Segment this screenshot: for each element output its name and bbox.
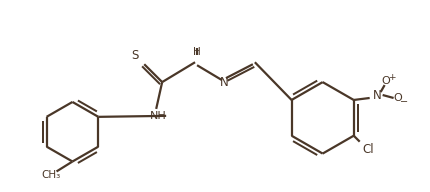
Text: −: − [399,97,408,107]
Text: N: N [373,89,382,102]
Text: O: O [393,93,402,103]
Text: Cl: Cl [363,143,375,156]
Text: +: + [388,73,395,82]
Text: S: S [132,49,139,62]
Text: N: N [220,76,228,89]
Text: NH: NH [150,111,166,121]
Text: H: H [193,47,201,57]
Text: CH₃: CH₃ [41,170,60,180]
Text: O: O [381,76,390,86]
